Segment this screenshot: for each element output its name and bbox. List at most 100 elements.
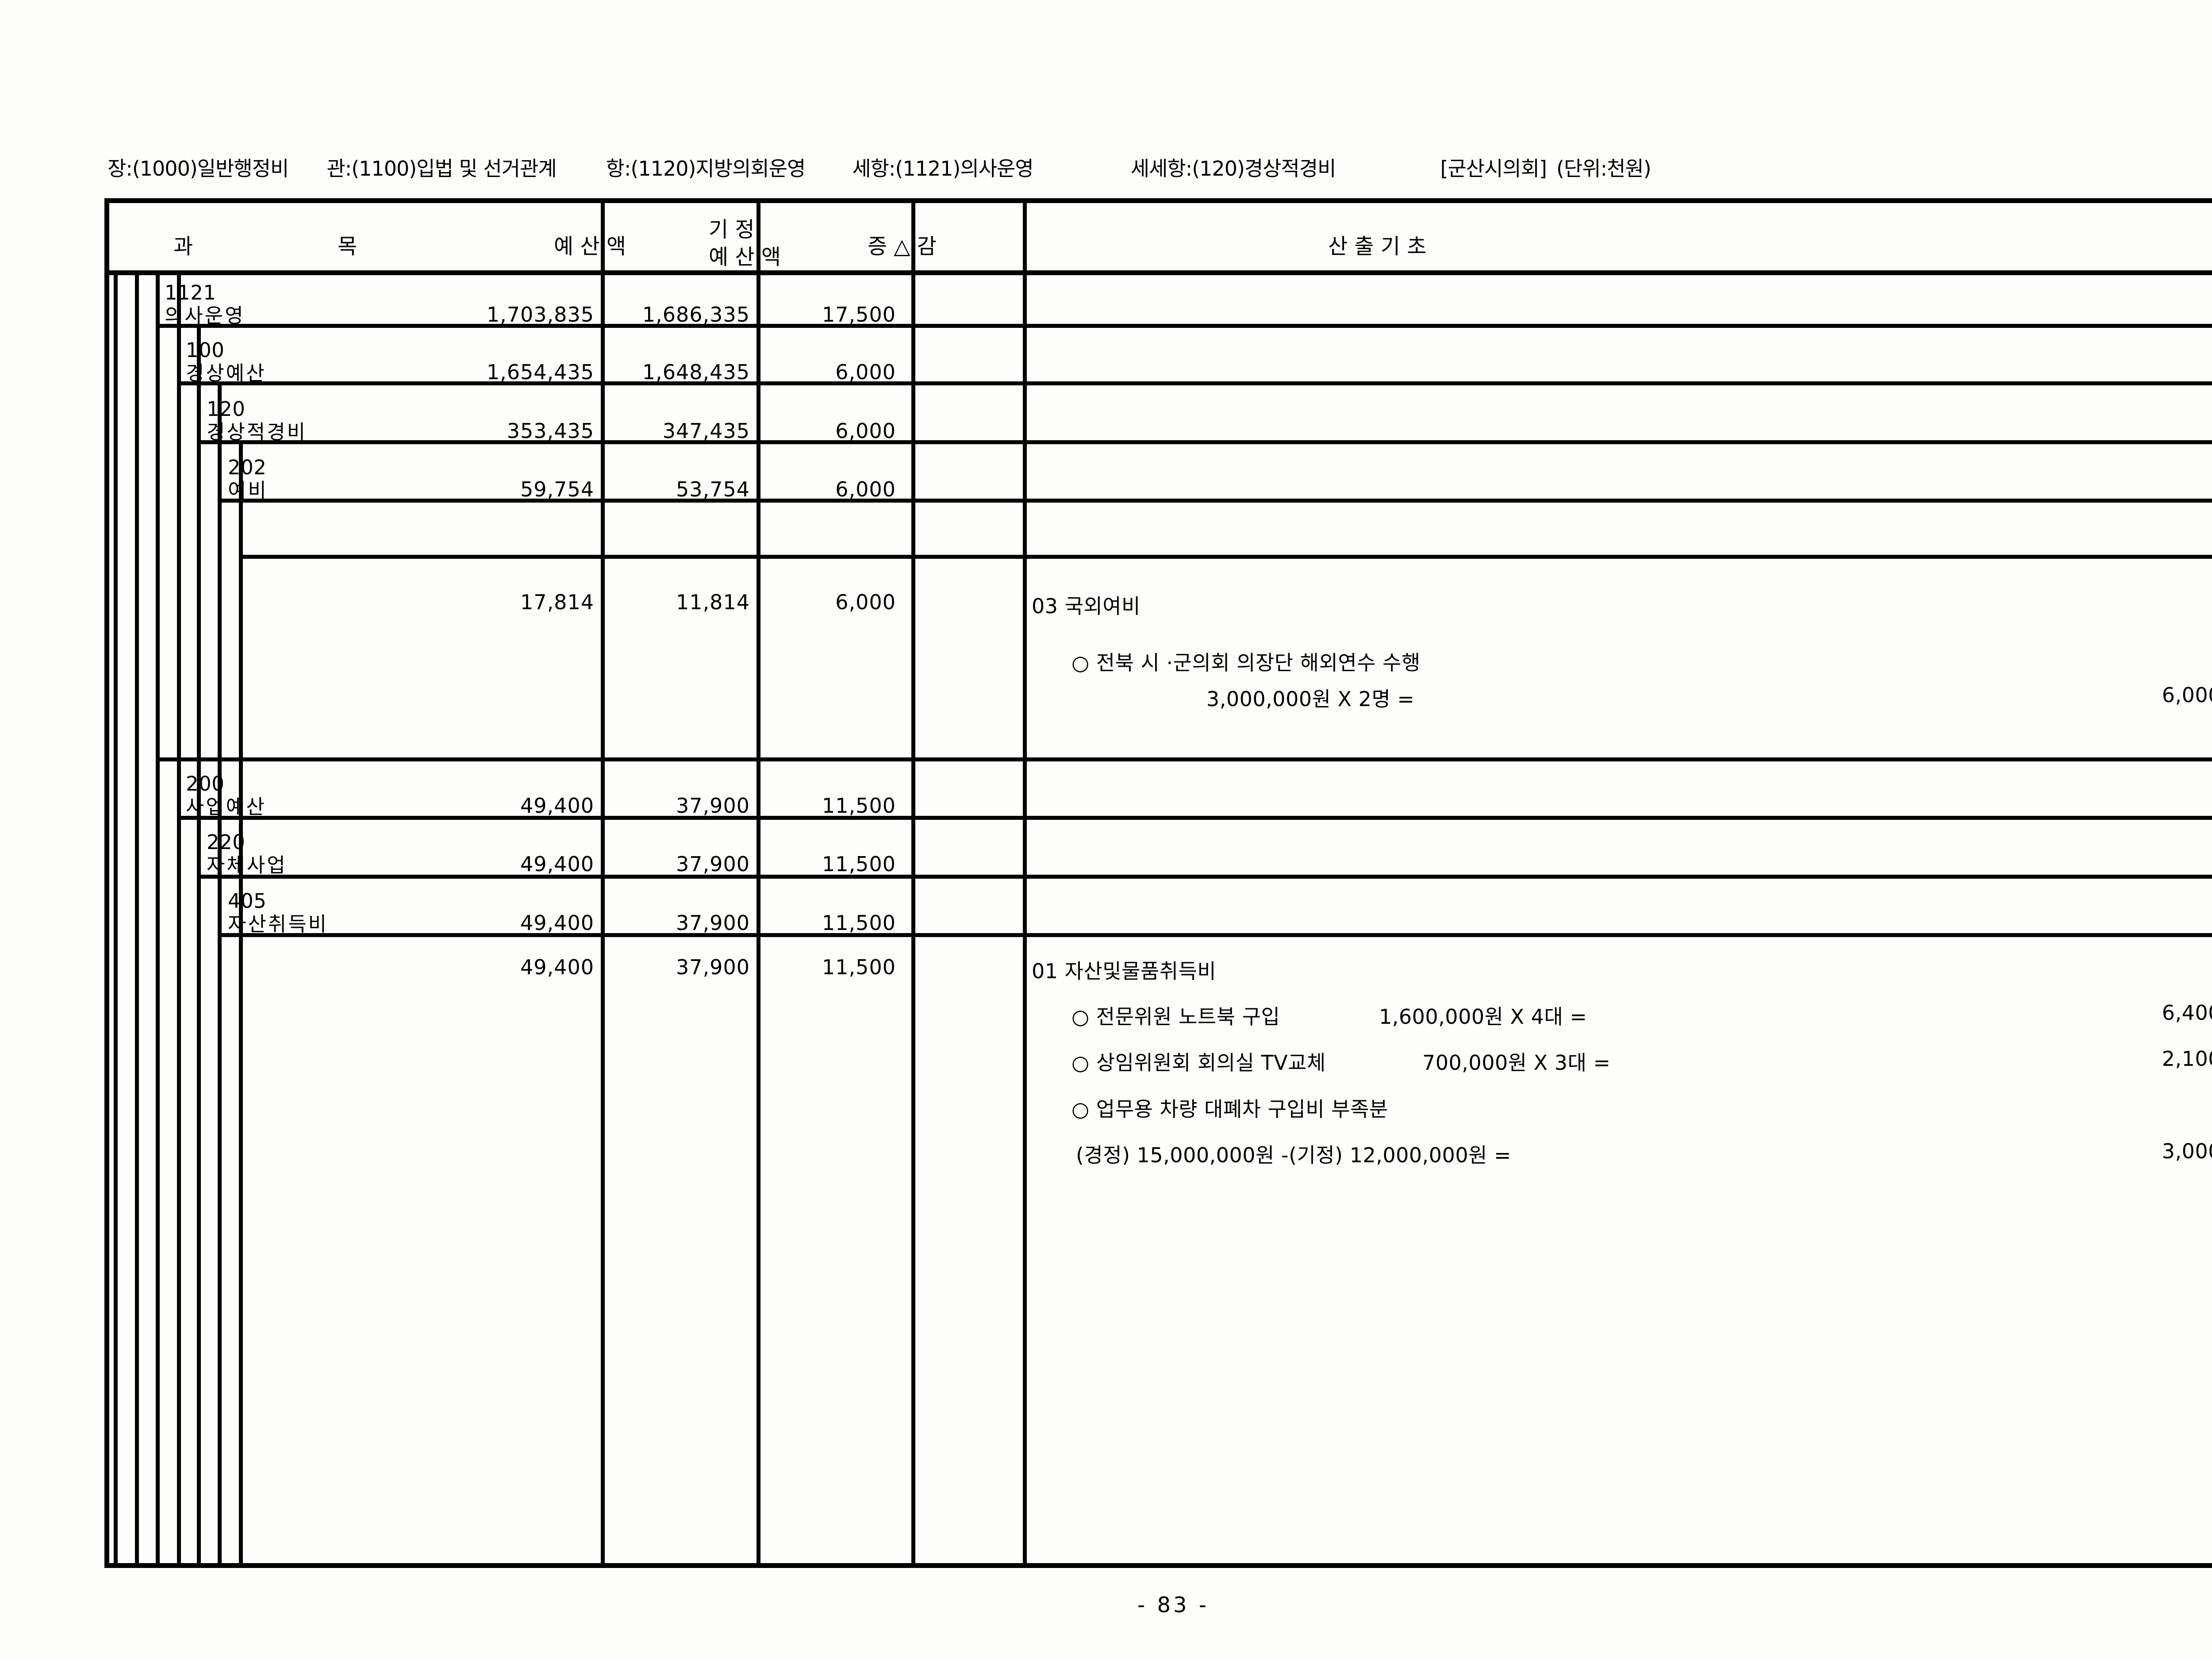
indent-bar-level-3 <box>239 440 243 1563</box>
budget-table: 과 목 예 산 액 기 정 예 산 액 증 △ 감 산 출 기 초 <box>104 198 2212 1568</box>
basis-item-laptop-text: ○ 전문위원 노트북 구입 <box>1071 1005 1280 1029</box>
column-rule-budget <box>601 203 605 1563</box>
account-name: 자체사업 <box>207 853 287 877</box>
header-hang: 항:(1120)지방의회운영 <box>606 157 806 181</box>
basis-item-vehicle-amount: 3,000 <box>2162 1139 2212 1163</box>
basis-item-vehicle-calc: (경정) 15,000,000원 -(기정) 12,000,000원 = <box>1076 1143 1512 1167</box>
table-row: 202 여비 <box>228 456 268 502</box>
header-gwan: 관:(1100)입법 및 선거관계 <box>326 157 557 181</box>
cell-change-amount: 6,000 <box>835 360 896 384</box>
account-name: 경상적경비 <box>207 420 307 444</box>
row-rule-5 <box>239 555 2212 559</box>
column-header-prev-line1: 기 정 <box>709 217 755 242</box>
cell-change-amount: 11,500 <box>822 794 896 818</box>
cell-budget-amount: 59,754 <box>520 477 594 501</box>
cell-prev-amount: 37,900 <box>676 955 750 979</box>
cell-prev-amount: 53,754 <box>676 477 750 501</box>
table-body: 1121 의사운영 1,703,835 1,686,335 17,500 100… <box>109 275 2212 1563</box>
indent-bar-level-0 <box>114 275 118 1563</box>
basis-title-assets: 01 자산및물품취득비 <box>1032 959 1217 983</box>
account-name: 여비 <box>228 479 268 503</box>
basis-item-vehicle-text: ○ 업무용 차량 대폐차 구입비 부족분 <box>1071 1097 1388 1121</box>
table-row: 405 자산취득비 <box>228 889 329 936</box>
header-unit: (단위:천원) <box>1556 157 1651 181</box>
cell-budget-amount: 49,400 <box>520 852 594 876</box>
account-name: 자산취득비 <box>228 912 329 936</box>
cell-change-amount: 6,000 <box>835 419 896 443</box>
column-header-gwa: 과 <box>173 234 193 259</box>
column-rule-basis <box>1023 203 1027 1563</box>
cell-budget-amount: 49,400 <box>520 955 594 979</box>
basis-item-tv-calc: 700,000원 X 3대 = <box>1422 1051 1611 1075</box>
indent-bar-level-1-stub <box>177 275 181 1563</box>
table-column-header-row: 과 목 예 산 액 기 정 예 산 액 증 △ 감 산 출 기 초 <box>109 203 2212 275</box>
account-code: 120 <box>207 397 246 421</box>
account-code: 220 <box>207 830 246 854</box>
basis-title-travel: 03 국외여비 <box>1032 594 1141 618</box>
table-row: 100 경상예산 <box>186 338 266 385</box>
indent-bar-level-0b <box>135 275 139 1563</box>
cell-prev-amount: 1,648,435 <box>642 360 750 384</box>
row-rule-1 <box>156 324 2212 328</box>
cell-budget-amount: 49,400 <box>520 794 594 818</box>
indent-bar-level-2 <box>218 381 222 1563</box>
cell-budget-amount: 1,703,835 <box>486 303 594 327</box>
account-code: 405 <box>228 889 267 913</box>
row-rule-2 <box>177 381 2212 385</box>
header-sehang: 세항:(1121)의사운영 <box>852 157 1033 181</box>
cell-change-amount: 6,000 <box>835 590 896 614</box>
account-code: 1121 <box>165 281 216 304</box>
column-header-prev-line2: 예 산 액 <box>709 245 781 269</box>
row-rule-9 <box>218 933 2212 937</box>
document-classification-header: 장:(1000)일반행정비 관:(1100)입법 및 선거관계 항:(1120)지방… <box>108 153 2212 181</box>
table-row: 220 자체사업 <box>207 830 287 877</box>
indent-bar-level-0c <box>156 275 160 1563</box>
cell-change-amount: 6,000 <box>835 477 896 501</box>
column-header-basis: 산 출 기 초 <box>1328 234 1427 259</box>
account-name: 의사운영 <box>165 304 245 328</box>
table-row: 200 사업예산 <box>186 772 266 818</box>
cell-prev-amount: 11,814 <box>676 590 750 614</box>
cell-budget-amount: 353,435 <box>507 419 594 443</box>
header-jang: 장:(1000)일반행정비 <box>108 157 289 181</box>
cell-change-amount: 11,500 <box>822 955 896 979</box>
basis-item-tv-text: ○ 상임위원회 회의실 TV교체 <box>1071 1051 1326 1075</box>
cell-change-amount: 17,500 <box>822 303 896 327</box>
column-header-mok: 목 <box>338 234 357 259</box>
row-rule-7 <box>177 816 2212 820</box>
row-rule-8 <box>197 875 2212 879</box>
cell-change-amount: 11,500 <box>822 911 896 935</box>
page-number: - 83 - <box>1137 1593 1210 1618</box>
account-code: 200 <box>186 772 225 795</box>
cell-prev-amount: 37,900 <box>676 794 750 818</box>
column-header-budget-amount: 예 산 액 <box>554 234 626 259</box>
cell-prev-amount: 37,900 <box>676 911 750 935</box>
table-row: 1121 의사운영 <box>165 281 245 327</box>
cell-prev-amount: 347,435 <box>662 419 750 443</box>
cell-budget-amount: 17,814 <box>520 590 594 614</box>
row-rule-4 <box>218 499 2212 503</box>
basis-item-laptop-calc: 1,600,000원 X 4대 = <box>1379 1005 1587 1029</box>
account-name: 사업예산 <box>186 795 266 819</box>
account-code: 202 <box>228 456 267 479</box>
column-rule-change <box>911 203 915 1563</box>
row-rule-3 <box>197 440 2212 444</box>
cell-change-amount: 11,500 <box>822 852 896 876</box>
header-sesehang: 세세항:(120)경상적경비 <box>1130 157 1336 181</box>
column-header-change: 증 △ 감 <box>868 234 937 259</box>
cell-prev-amount: 37,900 <box>676 852 750 876</box>
basis-item-travel-calc: 3,000,000원 X 2명 = <box>1206 687 1415 711</box>
basis-item-travel-amount: 6,000 <box>2162 683 2212 707</box>
header-organization: [군산시의회] <box>1440 157 1547 181</box>
basis-item-laptop-amount: 6,400 <box>2162 1001 2212 1025</box>
row-rule-6 <box>156 757 2212 761</box>
basis-item-tv-amount: 2,100 <box>2162 1047 2212 1071</box>
cell-prev-amount: 1,686,335 <box>642 303 750 327</box>
account-code: 100 <box>186 338 225 362</box>
indent-bar-level-1 <box>197 324 201 1563</box>
account-name: 경상예산 <box>186 361 266 385</box>
cell-budget-amount: 1,654,435 <box>486 360 594 384</box>
cell-budget-amount: 49,400 <box>520 911 594 935</box>
table-row: 120 경상적경비 <box>207 397 307 444</box>
